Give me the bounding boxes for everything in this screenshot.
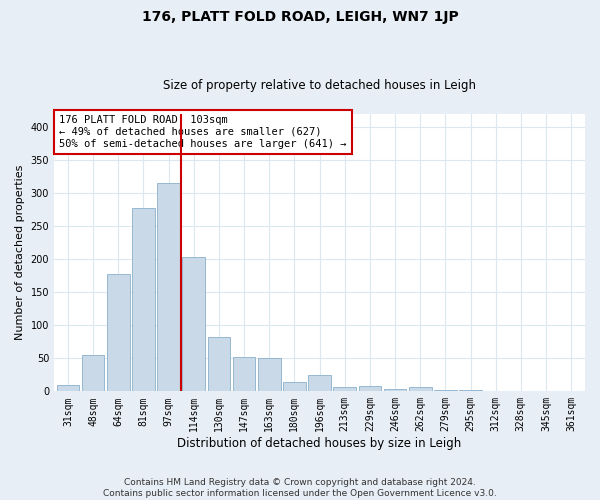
Bar	[383, 388, 406, 392]
Bar	[334, 386, 356, 392]
Bar	[560, 390, 583, 392]
Bar	[308, 375, 331, 392]
Bar	[132, 208, 155, 392]
Bar	[535, 390, 557, 392]
Title: Size of property relative to detached houses in Leigh: Size of property relative to detached ho…	[163, 79, 476, 92]
Y-axis label: Number of detached properties: Number of detached properties	[15, 165, 25, 340]
Bar	[359, 386, 381, 392]
Text: Contains HM Land Registry data © Crown copyright and database right 2024.
Contai: Contains HM Land Registry data © Crown c…	[103, 478, 497, 498]
Bar	[208, 337, 230, 392]
Bar	[56, 384, 79, 392]
Bar	[283, 382, 305, 392]
Bar	[233, 357, 256, 392]
Bar	[82, 355, 104, 392]
Bar	[509, 390, 532, 392]
Bar	[409, 388, 431, 392]
Bar	[157, 184, 180, 392]
Bar	[258, 358, 281, 392]
Bar	[434, 390, 457, 392]
Bar	[459, 390, 482, 392]
Bar	[182, 258, 205, 392]
Text: 176 PLATT FOLD ROAD: 103sqm
← 49% of detached houses are smaller (627)
50% of se: 176 PLATT FOLD ROAD: 103sqm ← 49% of det…	[59, 116, 347, 148]
Text: 176, PLATT FOLD ROAD, LEIGH, WN7 1JP: 176, PLATT FOLD ROAD, LEIGH, WN7 1JP	[142, 10, 458, 24]
Bar	[107, 274, 130, 392]
Bar	[484, 390, 507, 392]
X-axis label: Distribution of detached houses by size in Leigh: Distribution of detached houses by size …	[178, 437, 461, 450]
